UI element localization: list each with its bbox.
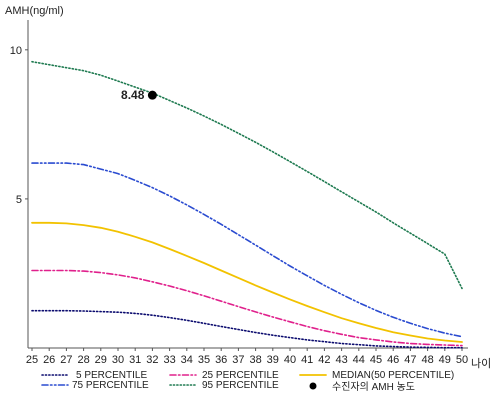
y-ticks: 5 10 bbox=[10, 45, 28, 206]
series-line-75-percentile bbox=[31, 162, 463, 338]
x-tick-label: 41 bbox=[301, 354, 313, 366]
x-ticks: 25 26 27 28 29 30 31 32 33 34 35 36 37 38 39 40 41 42 43 44… bbox=[26, 348, 468, 366]
x-tick-label: 46 bbox=[387, 354, 399, 366]
x-tick-label: 48 bbox=[421, 354, 433, 366]
x-tick-label: 40 bbox=[284, 354, 296, 366]
legend: 5 PERCENTILE 25 PERCENTILE MEDIAN(50 PERCE… bbox=[41, 370, 454, 393]
x-tick-label: 43 bbox=[335, 354, 347, 366]
axes bbox=[27, 20, 468, 349]
x-tick-label: 44 bbox=[353, 354, 365, 366]
x-tick-label: 28 bbox=[77, 354, 89, 366]
x-tick-label: 32 bbox=[146, 354, 158, 366]
x-axis-label: 나이 bbox=[471, 357, 491, 370]
x-tick-label: 33 bbox=[163, 354, 175, 366]
legend-entry-label: 95 PERCENTILE bbox=[202, 380, 279, 391]
x-tick-label: 29 bbox=[95, 354, 107, 366]
x-tick-label: 36 bbox=[215, 354, 227, 366]
series-line-median-50-percentile bbox=[31, 221, 463, 343]
series-line-5-percentile bbox=[31, 309, 463, 349]
x-tick-label: 49 bbox=[439, 354, 451, 366]
y-tick-label: 5 bbox=[16, 194, 22, 206]
y-axis-label: AMH(ng/ml) bbox=[5, 5, 64, 17]
x-tick-label: 42 bbox=[318, 354, 330, 366]
x-tick-label: 30 bbox=[112, 354, 124, 366]
legend-entry-label: 5 PERCENTILE bbox=[76, 370, 147, 381]
legend-entry-label: 25 PERCENTILE bbox=[202, 370, 279, 381]
x-tick-label: 39 bbox=[267, 354, 279, 366]
x-tick-label: 31 bbox=[129, 354, 141, 366]
series-line-25-percentile bbox=[31, 269, 463, 347]
x-tick-label: 37 bbox=[232, 354, 244, 366]
patient-amh-value-label: 8.48 bbox=[121, 88, 145, 102]
x-tick-label: 34 bbox=[181, 354, 193, 366]
y-tick-label: 10 bbox=[10, 45, 22, 57]
legend-entry-label: 75 PERCENTILE bbox=[72, 380, 149, 391]
series-layer bbox=[31, 60, 463, 349]
legend-marker-label: 수진자의 AMH 농도 bbox=[332, 381, 415, 393]
x-tick-label: 50 bbox=[456, 354, 468, 366]
x-tick-label: 27 bbox=[60, 354, 72, 366]
x-tick-label: 47 bbox=[404, 354, 416, 366]
x-tick-label: 26 bbox=[43, 354, 55, 366]
x-tick-label: 35 bbox=[198, 354, 210, 366]
x-tick-label: 38 bbox=[249, 354, 261, 366]
series-line-95-percentile bbox=[31, 60, 463, 290]
marker-layer: 8.48 bbox=[121, 88, 157, 102]
legend-marker-swatch bbox=[309, 382, 317, 390]
x-tick-label: 45 bbox=[370, 354, 382, 366]
x-tick-label: 25 bbox=[26, 354, 38, 366]
legend-entry-label: MEDIAN(50 PERCENTILE) bbox=[332, 370, 454, 381]
patient-amh-marker bbox=[147, 90, 157, 100]
